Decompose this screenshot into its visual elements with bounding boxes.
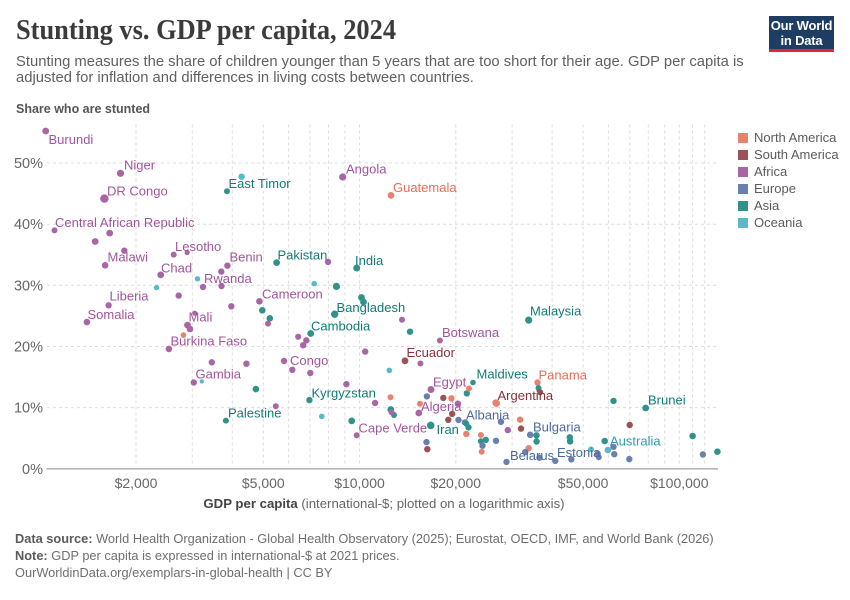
svg-text:Maldives: Maldives [477,367,529,382]
svg-text:$10,000: $10,000 [334,475,385,491]
svg-text:Argentina: Argentina [498,388,554,403]
svg-text:Burkina Faso: Burkina Faso [171,334,248,349]
svg-text:Kyrgyzstan: Kyrgyzstan [312,386,376,401]
svg-text:Angola: Angola [346,162,387,177]
svg-text:Belarus: Belarus [510,448,555,463]
svg-text:$20,000: $20,000 [430,475,481,491]
svg-text:Cameroon: Cameroon [262,287,323,302]
svg-text:0%: 0% [22,462,43,478]
svg-text:Iran: Iran [437,422,459,437]
svg-text:Gambia: Gambia [196,367,242,382]
svg-text:GDP per capita (international-: GDP per capita (international-$; plotted… [203,496,564,511]
svg-text:Botswana: Botswana [442,325,500,340]
svg-text:Chad: Chad [161,261,192,276]
svg-text:Egypt: Egypt [433,375,467,390]
svg-text:Niger: Niger [124,158,156,173]
svg-text:Algeria: Algeria [421,399,462,414]
svg-text:Burundi: Burundi [49,132,94,147]
svg-text:India: India [355,253,384,268]
svg-text:Malawi: Malawi [108,250,149,265]
svg-text:$5,000: $5,000 [242,475,285,491]
svg-text:Benin: Benin [230,250,263,265]
svg-text:Bulgaria: Bulgaria [533,420,581,435]
svg-text:Liberia: Liberia [110,289,150,304]
svg-text:Albania: Albania [466,408,510,423]
svg-text:DR Congo: DR Congo [107,184,168,199]
svg-text:Rwanda: Rwanda [204,271,252,286]
svg-text:Somalia: Somalia [88,307,136,322]
svg-text:Lesotho: Lesotho [175,239,221,254]
svg-text:Bangladesh: Bangladesh [337,300,406,315]
svg-text:Palestine: Palestine [228,406,281,421]
svg-text:Congo: Congo [290,353,328,368]
svg-text:Cape Verde: Cape Verde [359,421,428,436]
svg-text:10%: 10% [14,401,43,417]
svg-text:Mali: Mali [189,310,213,325]
svg-text:Guatemala: Guatemala [393,180,457,195]
svg-text:30%: 30% [14,278,43,294]
svg-text:Australia: Australia [610,434,661,449]
svg-text:Brunei: Brunei [648,393,686,408]
svg-text:Panama: Panama [539,368,588,383]
svg-text:20%: 20% [14,340,43,356]
svg-text:$100,000: $100,000 [650,475,709,491]
svg-text:Malaysia: Malaysia [530,304,582,319]
svg-text:East Timor: East Timor [229,176,292,191]
svg-text:$50,000: $50,000 [558,475,609,491]
svg-text:Ecuador: Ecuador [407,345,456,360]
svg-text:Cambodia: Cambodia [311,319,371,334]
svg-text:Central African Republic: Central African Republic [55,215,195,230]
svg-text:Estonia: Estonia [557,445,601,460]
svg-text:Pakistan: Pakistan [278,248,328,263]
svg-text:50%: 50% [14,156,43,172]
svg-text:40%: 40% [14,217,43,233]
svg-text:$2,000: $2,000 [115,475,158,491]
